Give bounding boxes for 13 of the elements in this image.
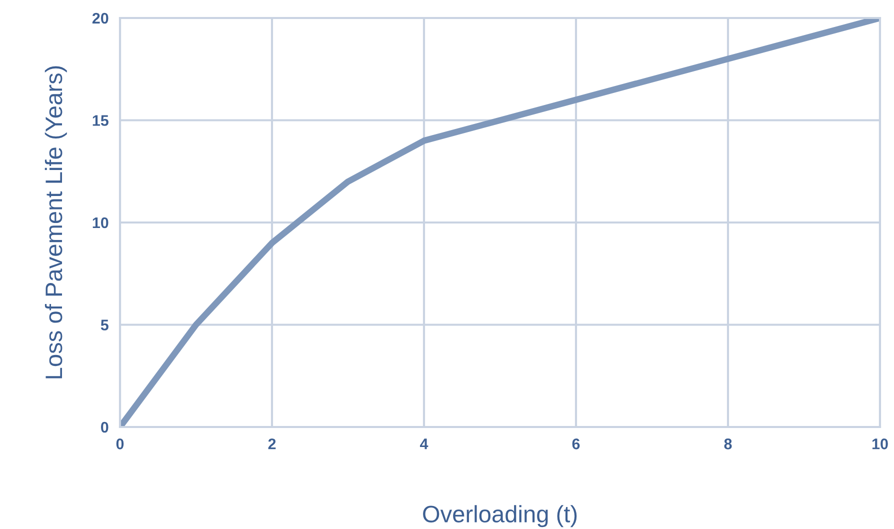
y-tick-label: 5 (100, 320, 108, 330)
y-tick-label: 20 (92, 12, 108, 24)
x-tick-label: 8 (724, 438, 732, 450)
y-tick-label: 15 (92, 115, 108, 126)
x-axis-title: Overloading (t) (423, 505, 577, 528)
x-tick-label: 10 (872, 438, 888, 450)
x-tick-label: 4 (420, 438, 428, 450)
x-tick-label: 2 (268, 438, 276, 450)
y-axis-title: Loss of Pavement Life (Years) (44, 66, 67, 378)
y-tick-label: 0 (100, 422, 108, 433)
x-tick-label: 0 (116, 438, 124, 450)
y-tick-label: 10 (92, 217, 108, 228)
x-tick-label: 6 (572, 438, 580, 450)
